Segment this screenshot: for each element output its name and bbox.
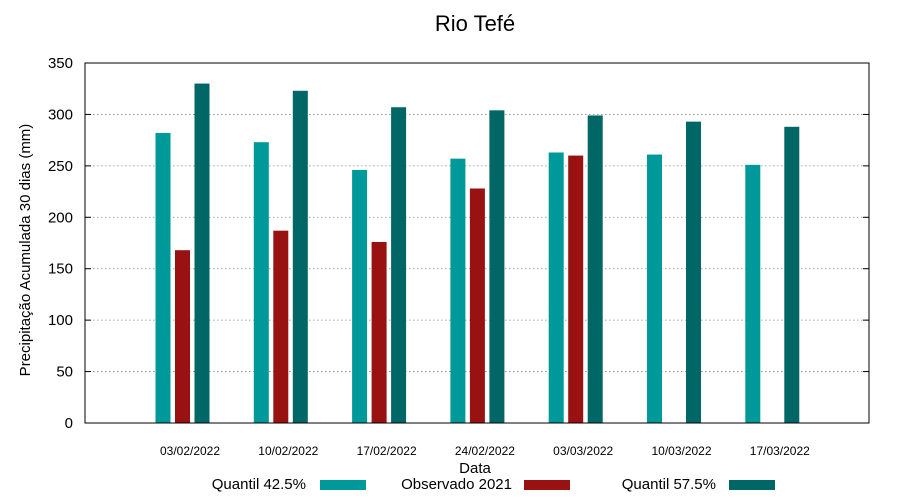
bar-2-4: [469, 188, 485, 423]
y-tick-label: 150: [48, 261, 73, 278]
bar-1-3: [352, 169, 368, 423]
x-axis-label: Data: [459, 460, 491, 477]
y-tick-label: 100: [48, 312, 73, 329]
legend-swatch-1: [320, 480, 366, 490]
bars: [155, 83, 800, 424]
bar-3-3: [391, 107, 407, 423]
bar-1-1: [155, 132, 171, 423]
y-axis-ticks: 0 50 100 150 200 250 300 350: [48, 55, 869, 432]
bar-3-6: [686, 121, 701, 423]
x-tick-label: 17/03/2022: [750, 444, 810, 458]
legend-swatch-3: [729, 480, 775, 490]
x-tick-label: 10/03/2022: [651, 444, 711, 458]
y-tick-label: 50: [56, 364, 73, 381]
bar-1-7: [745, 164, 761, 424]
legend: Quantil 42.5% Observado 2021 Quantil 57.5%: [212, 476, 775, 493]
bar-3-7: [784, 126, 800, 424]
x-tick-label: 03/03/2022: [553, 444, 613, 458]
y-tick-label: 350: [48, 55, 73, 72]
x-tick-label: 03/02/2022: [160, 444, 220, 458]
y-tick-label: 0: [65, 415, 73, 432]
bar-1-2: [253, 142, 269, 423]
bar-2-2: [273, 230, 289, 423]
bar-2-1: [175, 250, 190, 423]
bar-1-4: [450, 158, 466, 423]
y-axis-label: Precipitação Acumulada 30 dias (mm): [17, 124, 34, 377]
bar-2-3: [371, 241, 387, 423]
x-axis-ticks: 03/02/2022 10/02/2022 17/02/2022 24/02/2022…: [160, 444, 810, 458]
bar-3-2: [292, 90, 308, 424]
legend-label-2: Observado 2021: [401, 476, 512, 493]
bar-3-5: [587, 115, 603, 423]
y-tick-label: 300: [48, 106, 73, 123]
bar-1-6: [647, 154, 662, 424]
bar-1-5: [548, 152, 564, 423]
y-tick-label: 200: [48, 209, 73, 226]
legend-label-3: Quantil 57.5%: [622, 476, 716, 493]
bar-2-5: [568, 155, 584, 424]
bar-3-4: [489, 110, 505, 424]
y-tick-label: 250: [48, 158, 73, 175]
x-tick-label: 24/02/2022: [455, 444, 515, 458]
plot-frame: [84, 62, 870, 424]
bar-3-1: [194, 83, 210, 424]
x-tick-label: 17/02/2022: [357, 444, 417, 458]
legend-label-1: Quantil 42.5%: [212, 476, 306, 493]
chart-title: Rio Tefé: [435, 11, 515, 36]
legend-swatch-2: [524, 480, 570, 490]
x-tick-label: 10/02/2022: [258, 444, 318, 458]
